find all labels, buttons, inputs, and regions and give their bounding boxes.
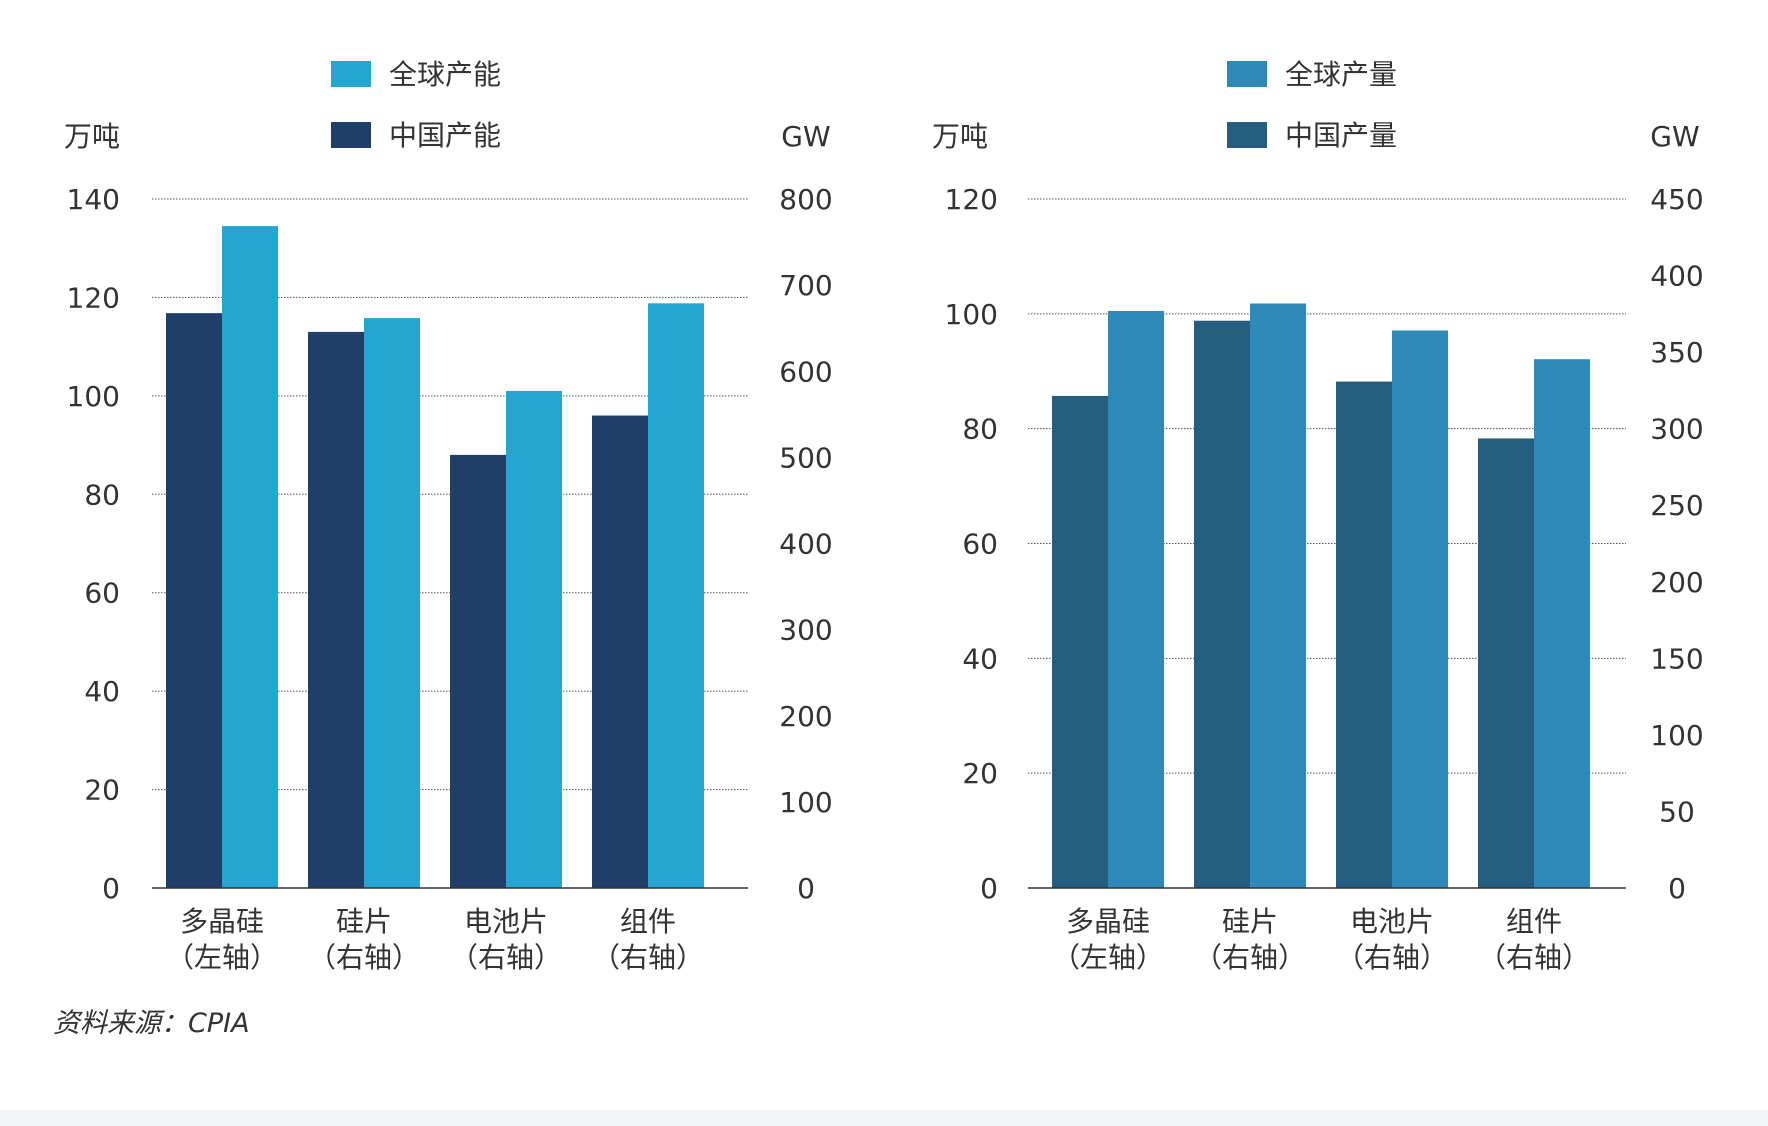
- right-tick-label: 200: [779, 700, 832, 733]
- category-label: 电池片: [1350, 905, 1434, 938]
- legend-label: 中国产量: [1285, 119, 1397, 152]
- category-sublabel: （右轴）: [1478, 941, 1590, 974]
- category-sublabel: （右轴）: [450, 941, 562, 974]
- category-sublabel: （左轴）: [166, 941, 278, 974]
- bar-global: [648, 303, 704, 888]
- left-tick-label: 20: [84, 774, 120, 807]
- source-note: 资料来源：CPIA: [53, 1008, 250, 1039]
- category-sublabel: （右轴）: [1194, 941, 1306, 974]
- right-tick-label: 700: [779, 269, 832, 302]
- category-label: 多晶硅: [1066, 905, 1150, 938]
- right-tick-label: 350: [1650, 336, 1703, 369]
- bar-global: [506, 390, 562, 888]
- left-tick-label: 0: [980, 872, 998, 905]
- left-tick-label: 120: [945, 183, 998, 216]
- legend-swatch: [331, 122, 371, 148]
- left-tick-label: 40: [962, 642, 998, 675]
- legend-swatch: [1227, 122, 1267, 148]
- left-tick-label: 120: [67, 281, 120, 314]
- right-tick-label: 400: [1650, 260, 1703, 293]
- right-tick-label: 0: [1668, 872, 1686, 905]
- right-tick-label: 100: [1650, 719, 1703, 752]
- right-axis-unit: GW: [781, 120, 830, 153]
- bar-china: [1194, 320, 1250, 888]
- category-label: 组件: [1506, 905, 1562, 938]
- bottom-band: [0, 1110, 1768, 1126]
- left-tick-label: 140: [67, 183, 120, 216]
- bar-china: [1052, 395, 1108, 888]
- bar-china: [450, 454, 506, 888]
- left-tick-label: 100: [945, 298, 998, 331]
- bar-global: [222, 226, 278, 888]
- bar-global: [1250, 303, 1306, 889]
- category-label: 多晶硅: [180, 905, 264, 938]
- right-tick-label: 150: [1650, 642, 1703, 675]
- legend-label: 中国产能: [389, 119, 501, 152]
- left-axis-unit: 万吨: [932, 120, 988, 153]
- right-tick-label: 100: [779, 786, 832, 819]
- right-tick-label: 250: [1650, 489, 1703, 522]
- right-tick-label: 50: [1659, 795, 1695, 828]
- bar-china: [592, 415, 648, 888]
- left-tick-label: 100: [67, 380, 120, 413]
- category-sublabel: （右轴）: [1336, 941, 1448, 974]
- bar-global: [1534, 359, 1590, 888]
- right-tick-label: 0: [797, 872, 815, 905]
- left-tick-label: 20: [962, 757, 998, 790]
- bar-china: [1336, 381, 1392, 888]
- category-label: 硅片: [1222, 905, 1278, 938]
- category-label: 组件: [620, 905, 676, 938]
- left-tick-label: 40: [84, 675, 120, 708]
- category-label: 电池片: [464, 905, 548, 938]
- bar-china: [308, 331, 364, 889]
- category-sublabel: （右轴）: [592, 941, 704, 974]
- left-tick-label: 80: [84, 478, 120, 511]
- bar-global: [1392, 330, 1448, 889]
- left-tick-label: 80: [962, 413, 998, 446]
- right-tick-label: 800: [779, 183, 832, 216]
- right-tick-label: 400: [779, 528, 832, 561]
- bar-global: [1108, 310, 1164, 888]
- right-tick-label: 300: [779, 614, 832, 647]
- legend-label: 全球产能: [389, 58, 501, 91]
- right-tick-label: 500: [779, 441, 832, 474]
- left-tick-label: 0: [102, 872, 120, 905]
- right-tick-label: 300: [1650, 413, 1703, 446]
- right-tick-label: 200: [1650, 566, 1703, 599]
- right-axis-unit: GW: [1650, 120, 1699, 153]
- category-label: 硅片: [336, 905, 392, 938]
- bar-global: [364, 318, 420, 888]
- category-sublabel: （右轴）: [308, 941, 420, 974]
- left-axis-unit: 万吨: [64, 120, 120, 153]
- legend-swatch: [331, 61, 371, 87]
- category-sublabel: （左轴）: [1052, 941, 1164, 974]
- bar-china: [1478, 438, 1534, 888]
- legend-swatch: [1227, 61, 1267, 87]
- legend-label: 全球产量: [1285, 58, 1397, 91]
- right-tick-label: 600: [779, 355, 832, 388]
- bar-china: [166, 313, 222, 889]
- left-tick-label: 60: [962, 528, 998, 561]
- right-tick-label: 450: [1650, 183, 1703, 216]
- left-tick-label: 60: [84, 577, 120, 610]
